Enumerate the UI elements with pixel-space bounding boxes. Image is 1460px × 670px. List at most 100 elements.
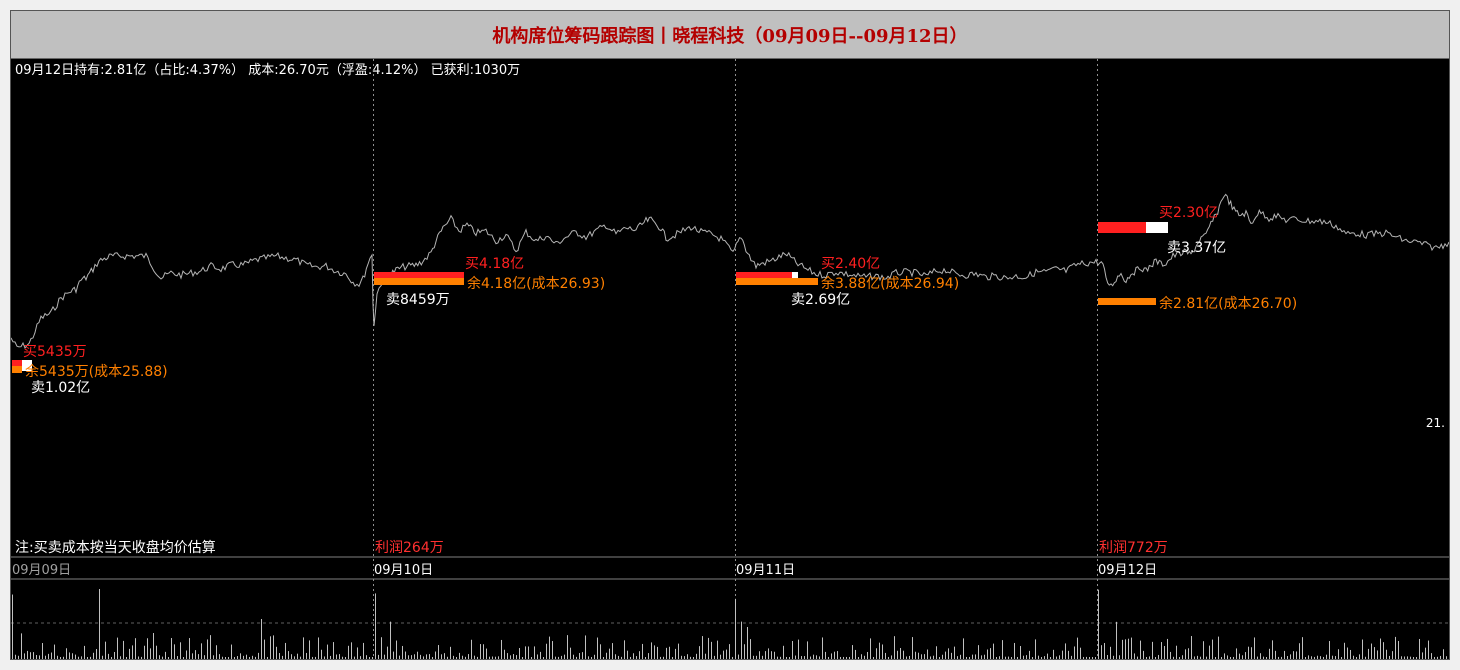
volume-bar [279, 653, 280, 659]
volume-bar [1086, 656, 1087, 659]
volume-bar [876, 648, 877, 659]
volume-bar [996, 656, 997, 659]
volume-bar [474, 655, 475, 659]
volume-bar [39, 655, 40, 659]
volume-bar [1398, 640, 1399, 659]
volume-bar [1134, 653, 1135, 659]
volume-bar [264, 639, 265, 659]
volume-bar [1386, 649, 1387, 659]
volume-bar [756, 655, 757, 659]
volume-bar [441, 654, 442, 659]
volume-bar [918, 652, 919, 659]
volume-bar [564, 654, 565, 659]
volume-bar [177, 656, 178, 659]
volume-bar [813, 654, 814, 659]
volume-bar [375, 593, 376, 659]
volume-bar [1176, 645, 1177, 659]
volume-bar [573, 654, 574, 659]
volume-bar [810, 656, 811, 659]
volume-bar [327, 644, 328, 659]
volume-bar [1227, 655, 1228, 659]
volume-bar [570, 647, 571, 659]
volume-bar [846, 656, 847, 659]
volume-bar [48, 653, 49, 659]
volume-bar [306, 652, 307, 659]
buy-bar [12, 360, 22, 371]
volume-bar [492, 656, 493, 659]
volume-bar [1305, 656, 1306, 659]
volume-bar [891, 655, 892, 659]
volume-bar [897, 650, 898, 659]
volume-bar [81, 656, 82, 659]
volume-bar [36, 655, 37, 659]
volume-bar [369, 657, 370, 659]
volume-bar [1011, 656, 1012, 659]
remain-label: 余5435万(成本25.88) [25, 363, 168, 380]
volume-bar [1401, 656, 1402, 659]
volume-bar [1326, 654, 1327, 659]
volume-bar [1425, 647, 1426, 659]
volume-bar [207, 639, 208, 659]
volume-bar [1002, 640, 1003, 659]
volume-bar [204, 655, 205, 659]
volume-bar [60, 656, 61, 659]
volume-bar [198, 654, 199, 659]
volume-bar [66, 648, 67, 659]
volume-bar [1074, 646, 1075, 659]
volume-bar [1041, 656, 1042, 659]
volume-bar [1017, 656, 1018, 659]
buy-bar [374, 272, 464, 283]
volume-bar [801, 656, 802, 659]
volume-bar [933, 655, 934, 659]
volume-bar [1194, 656, 1195, 659]
volume-bar [597, 637, 598, 659]
volume-bar [528, 646, 529, 659]
volume-bar [417, 651, 418, 659]
volume-bar [939, 656, 940, 659]
volume-bar [957, 656, 958, 659]
volume-bar [411, 655, 412, 659]
volume-bar [450, 646, 451, 659]
volume-bar [558, 656, 559, 659]
volume-bar [1236, 648, 1237, 659]
volume-bar [1155, 656, 1156, 659]
price-axis-label: 21. [1426, 416, 1445, 430]
volume-bar [498, 656, 499, 659]
volume-bar [534, 646, 535, 659]
volume-bar [1419, 638, 1420, 659]
volume-bar [999, 656, 1000, 659]
volume-bar [1275, 650, 1276, 659]
volume-bar [1410, 656, 1411, 659]
volume-bar [633, 653, 634, 659]
volume-bar [1152, 641, 1153, 659]
volume-bar [501, 639, 502, 659]
volume-bar [888, 656, 889, 659]
volume-bar [258, 652, 259, 659]
volume-bar [294, 656, 295, 659]
buy-label: 买5435万 [23, 344, 87, 360]
volume-bar [219, 654, 220, 659]
volume-bar [987, 649, 988, 659]
volume-bar [1107, 654, 1108, 659]
volume-bar [828, 656, 829, 659]
volume-bar [783, 645, 784, 659]
volume-bar [1047, 653, 1048, 659]
volume-bar [1173, 656, 1174, 659]
volume-bar [651, 642, 652, 659]
volume-bar [345, 656, 346, 659]
volume-bar [822, 637, 823, 659]
volume-bar [1110, 646, 1111, 659]
volume-bar [1185, 649, 1186, 659]
volume-bar [1215, 656, 1216, 659]
volume-bar [786, 656, 787, 659]
volume-bar [687, 654, 688, 659]
volume-bar [642, 643, 643, 659]
volume-bar [882, 644, 883, 659]
volume-bar [54, 644, 55, 659]
volume-bar [1278, 656, 1279, 659]
volume-bar [30, 652, 31, 659]
volume-bar [1095, 657, 1096, 659]
volume-bar [639, 651, 640, 659]
chart-canvas: 09月12日持有:2.81亿（占比:4.37%） 成本:26.70元（浮盈:4.… [11, 59, 1449, 659]
buy-label: 买4.18亿 [465, 256, 524, 272]
